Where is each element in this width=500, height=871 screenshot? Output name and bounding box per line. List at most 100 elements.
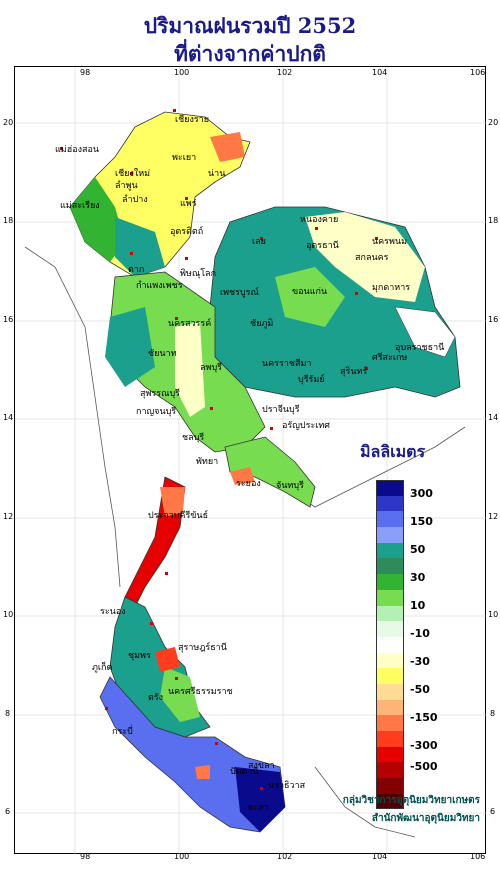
legend-swatch	[376, 542, 404, 559]
legend-swatch	[376, 731, 404, 747]
place-label: ลำพูน	[115, 181, 138, 191]
x-tick-104-top: 104	[372, 68, 388, 77]
y-tick-6-right: 6	[490, 807, 496, 816]
place-label: แม่ฮ่องสอน	[55, 145, 100, 155]
place-label: ชัยภูมิ	[250, 319, 274, 329]
y-tick-18-right: 18	[488, 216, 499, 225]
place-label: ศรีสะเกษ	[372, 353, 408, 363]
place-label: จันทบุรี	[276, 481, 304, 491]
y-tick-12-left: 12	[3, 512, 14, 521]
south-light-green	[160, 667, 200, 722]
place-label: ภูเก็ต	[92, 663, 113, 673]
place-label: ชลบุรี	[182, 433, 205, 443]
y-tick-10-right: 10	[488, 610, 499, 619]
south-orange-spot	[195, 765, 210, 779]
place-label: อรัญประเทศ	[282, 421, 331, 431]
y-tick-16-left: 16	[3, 315, 14, 324]
place-label: นราธิวาส	[268, 781, 306, 791]
legend-swatch	[376, 746, 404, 763]
place-label: นครราชสีมา	[262, 359, 312, 369]
legend-swatch	[376, 480, 404, 496]
east-orange	[230, 467, 255, 485]
legend-swatch	[376, 668, 404, 684]
place-label: กำแพงเพชร	[136, 281, 183, 291]
north-teal	[115, 217, 165, 277]
station-markers	[60, 109, 378, 790]
x-tick-102-bottom: 102	[277, 852, 293, 861]
legend-title: มิลลิเมตร	[360, 442, 426, 461]
x-tick-98-bottom: 98	[80, 852, 91, 861]
legend-swatch	[376, 793, 404, 810]
place-label: ปราจีนบุรี	[262, 405, 300, 415]
legend-label: 30	[410, 571, 426, 584]
legend-swatch	[376, 495, 404, 512]
map-frame	[14, 66, 487, 855]
place-label: ระนอง	[100, 607, 126, 617]
legend-label: 50	[410, 543, 426, 556]
legend-swatch	[376, 652, 404, 669]
place-label: อุตรดิตถ์	[170, 227, 204, 237]
x-tick-102-top: 102	[277, 68, 293, 77]
place-label: มุกดาหาร	[372, 283, 411, 293]
legend-swatch	[376, 621, 404, 637]
legend-swatch	[376, 511, 404, 528]
map-title-line2: ที่ต่างจากค่าปกติ	[174, 41, 326, 66]
legend-label: 300	[410, 487, 433, 500]
south-red-spot	[155, 647, 180, 672]
y-tick-20-left: 20	[3, 118, 14, 127]
place-label: ขอนแก่น	[292, 287, 328, 297]
legend-swatch	[376, 778, 404, 794]
place-label: ลพบุรี	[200, 363, 222, 373]
x-tick-98-top: 98	[80, 68, 91, 77]
place-label: เชียงใหม่	[115, 169, 151, 179]
legend-swatch	[376, 605, 404, 622]
northeast-white	[394, 306, 456, 358]
x-tick-104-bottom: 104	[372, 852, 388, 861]
place-label: สงขลา	[248, 761, 275, 771]
y-tick-6-left: 6	[5, 807, 11, 816]
place-label: สุรินทร์	[340, 367, 368, 377]
place-label: พิษณุโลก	[180, 269, 217, 279]
place-label: หนองคาย	[300, 215, 339, 225]
legend-swatch	[376, 589, 404, 606]
place-label: สุพรรณบุรี	[140, 389, 180, 399]
place-label: กระบี่	[112, 727, 133, 737]
place-label: ยะลา	[248, 803, 269, 813]
legend-swatch	[376, 527, 404, 543]
place-label: แม่สะเรียง	[60, 201, 100, 211]
place-label: น่าน	[208, 169, 226, 179]
x-tick-100-top: 100	[174, 68, 190, 77]
map-title-line1: ปริมาณฝนรวมปี 2552	[143, 13, 357, 38]
x-tick-106-top: 106	[470, 68, 486, 77]
legend-swatch	[376, 636, 404, 653]
west-peninsula-orange	[160, 487, 185, 517]
place-label: เลย	[252, 237, 266, 247]
legend-label: -300	[410, 739, 438, 752]
place-label: อุบลราชธานี	[395, 343, 445, 353]
place-label: ลำปาง	[122, 195, 148, 205]
x-tick-100-bottom: 100	[174, 852, 190, 861]
north-red-patch	[210, 132, 245, 162]
credit-line2: สำนักพัฒนาอุตุนิยมวิทยา	[371, 813, 480, 824]
place-label: ชุมพร	[128, 651, 151, 661]
place-label: พะเยา	[172, 153, 197, 163]
legend-swatch	[376, 715, 404, 731]
legend-swatch	[376, 699, 404, 716]
y-tick-20-right: 20	[488, 118, 499, 127]
legend-label: 150	[410, 515, 433, 528]
legend-label: -10	[410, 627, 430, 640]
legend-label: 10	[410, 599, 426, 612]
place-label: แพร่	[180, 199, 197, 209]
y-tick-8-left: 8	[5, 709, 11, 718]
y-tick-12-right: 12	[488, 512, 499, 521]
place-label: ตรัง	[148, 693, 164, 703]
place-label: สกลนคร	[355, 253, 389, 263]
place-label: กาญจนบุรี	[136, 407, 177, 417]
place-label: ปัตตานี	[230, 767, 259, 777]
legend-swatch	[376, 683, 404, 700]
y-tick-16-right: 16	[488, 315, 499, 324]
legend-swatch	[376, 762, 404, 779]
y-tick-10-left: 10	[3, 610, 14, 619]
place-label: เชียงราย	[175, 115, 210, 125]
northeast-yellow	[305, 212, 425, 302]
